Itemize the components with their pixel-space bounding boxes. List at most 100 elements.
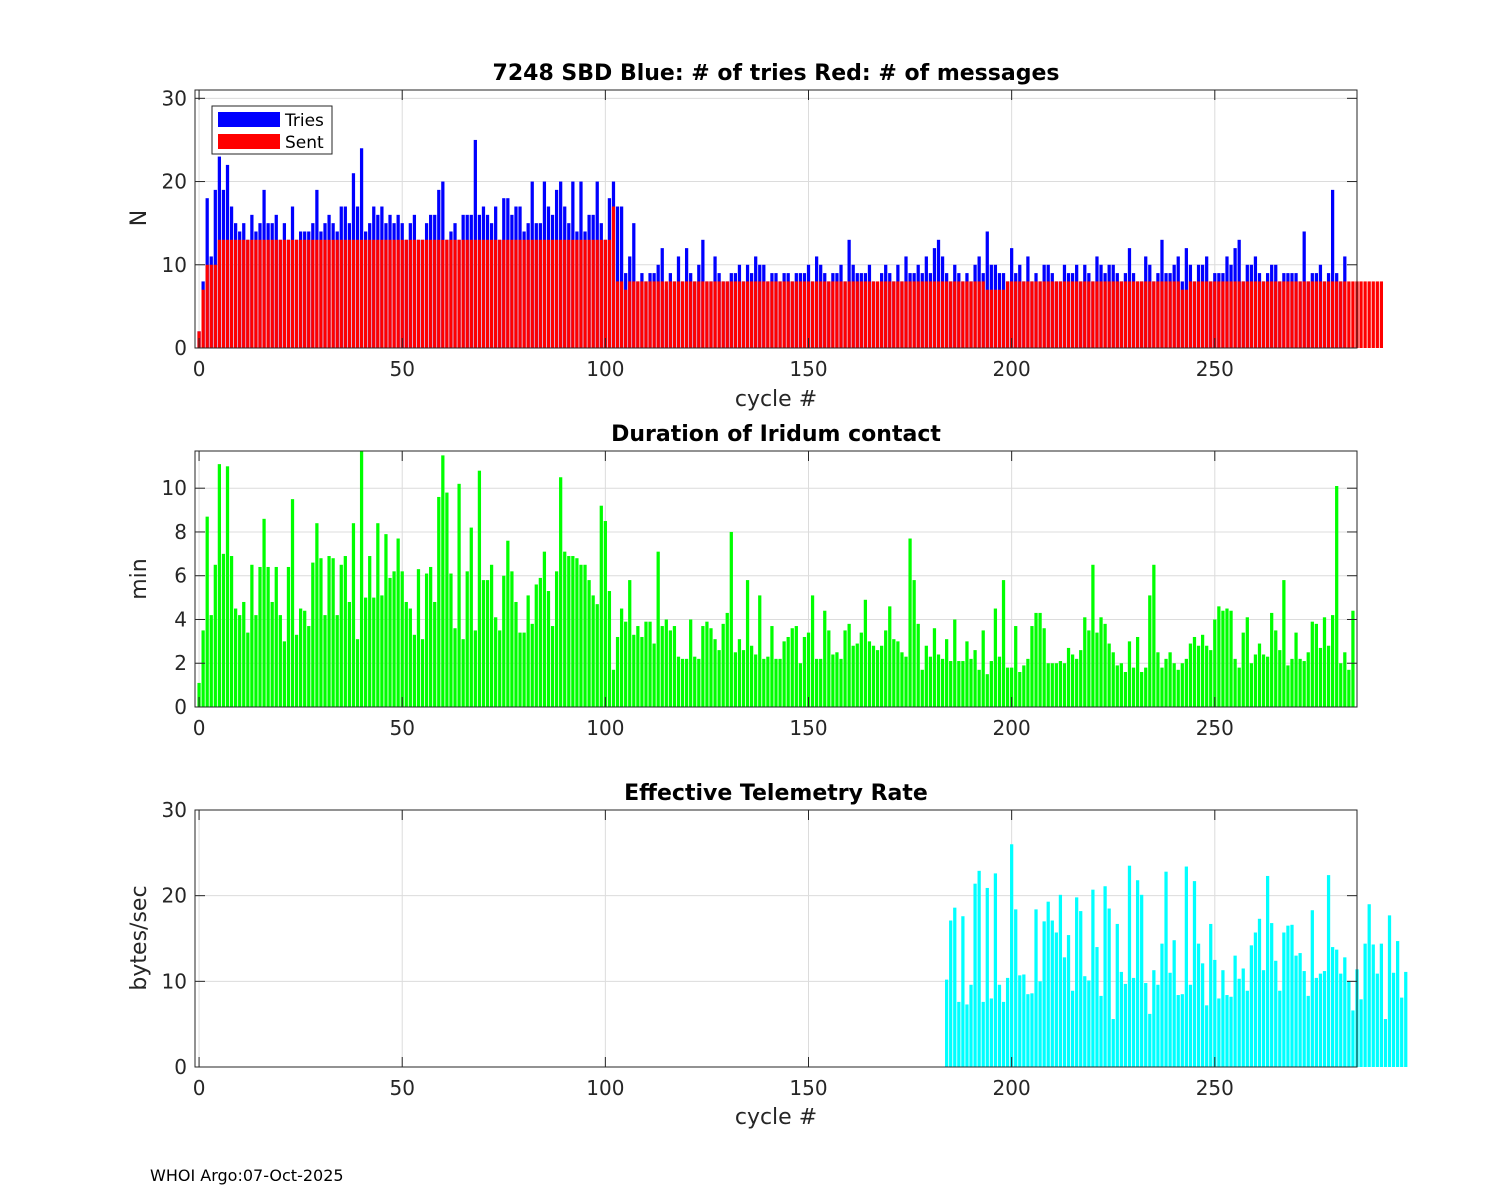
bar-sent (1351, 281, 1355, 348)
bar-sent (303, 239, 307, 348)
bar-sent (1050, 281, 1054, 348)
bar-duration (1148, 595, 1152, 707)
bar-sent (473, 239, 477, 348)
bar-sent (611, 206, 616, 348)
bar-sent (1144, 281, 1148, 348)
bar-sent (1270, 281, 1274, 348)
bar-rate (957, 1001, 961, 1067)
bar-sent (1221, 281, 1225, 348)
bar-duration (217, 464, 222, 707)
bar-sent (542, 239, 547, 348)
bar-sent (420, 239, 425, 348)
bar-sent (412, 239, 417, 348)
bar-sent (1172, 281, 1176, 348)
bar-duration (286, 566, 291, 707)
bar-sent (396, 239, 400, 348)
bar-rate (1343, 957, 1347, 1067)
bar-duration (676, 656, 681, 707)
bar-duration (538, 577, 542, 707)
bar-rate (1294, 955, 1298, 1067)
bar-duration (347, 601, 352, 707)
bar-sent (554, 239, 559, 348)
bar-duration (867, 641, 872, 707)
bar-duration (916, 623, 920, 707)
bar-sent (1302, 281, 1306, 348)
bar-duration (461, 639, 465, 707)
bar-sent (1014, 281, 1018, 348)
bar-duration (603, 521, 607, 707)
bar-duration (945, 639, 949, 707)
bar-rate (1087, 980, 1091, 1067)
bar-duration (668, 630, 672, 707)
bar-sent (806, 281, 811, 348)
bar-duration (595, 604, 599, 707)
x-tick-label: 100 (586, 716, 624, 740)
bar-duration (1298, 658, 1302, 707)
y-tick-label: 0 (174, 1055, 187, 1079)
y-tick-label: 8 (174, 520, 187, 544)
bar-sent (514, 239, 518, 348)
bar-duration (680, 658, 685, 707)
bar-duration (1196, 645, 1201, 707)
bar-sent (225, 239, 230, 348)
bar-sent (823, 281, 827, 348)
bar-rate (1339, 973, 1343, 1067)
bar-sent (429, 239, 433, 348)
bar-rate (1164, 871, 1168, 1067)
bar-sent (1306, 281, 1310, 348)
bar-duration (1225, 608, 1229, 707)
bar-duration (672, 626, 677, 707)
bar-duration (733, 652, 737, 707)
bar-sent (1091, 281, 1095, 348)
bar-duration (1213, 619, 1217, 707)
bar-duration (534, 584, 538, 707)
bar-duration (806, 632, 811, 707)
bar-rate (1225, 995, 1229, 1067)
bar-sent (1018, 281, 1022, 348)
bar-sent (400, 239, 404, 348)
bar-duration (502, 575, 506, 707)
bar-rate (1115, 923, 1119, 1067)
footer-credit: WHOI Argo:07-Oct-2025 (150, 1166, 344, 1185)
bar-sent (778, 281, 782, 348)
bar-rate (989, 998, 993, 1067)
bar-sent (1233, 281, 1237, 348)
bar-sent (1310, 281, 1314, 348)
bar-sent (888, 281, 892, 348)
bar-sent (1253, 281, 1258, 348)
bar-duration (323, 615, 327, 707)
bar-sent (916, 281, 920, 348)
bar-sent (376, 239, 380, 348)
bar-sent (262, 239, 266, 348)
bar-sent (286, 239, 291, 348)
bar-sent (1335, 281, 1339, 348)
bar-sent (323, 239, 327, 348)
chart-legend: Tries Sent (211, 105, 333, 155)
bar-duration (1030, 626, 1034, 707)
bar-duration (388, 577, 392, 707)
bar-sent (628, 281, 632, 348)
bar-sent (583, 239, 587, 348)
bar-sent (835, 281, 839, 348)
bar-rate (1205, 1005, 1209, 1067)
bar-duration (559, 477, 563, 707)
bar-duration (766, 656, 770, 707)
bar-sent (867, 281, 872, 348)
bar-sent (461, 239, 465, 348)
bar-sent (839, 281, 843, 348)
bar-duration (429, 566, 433, 707)
bar-sent (741, 281, 746, 348)
bar-rate (1396, 941, 1400, 1067)
bar-duration (819, 658, 823, 707)
bar-rate (1144, 983, 1148, 1067)
bar-duration (985, 674, 989, 707)
bar-rate (1237, 978, 1241, 1067)
bar-sent (953, 281, 957, 348)
bar-rate (1176, 995, 1180, 1067)
bar-sent (624, 289, 628, 348)
y-tick-label: 10 (162, 969, 187, 993)
bar-duration (542, 551, 547, 707)
bar-sent (234, 239, 238, 348)
bar-duration (875, 650, 880, 707)
bar-sent (1318, 281, 1323, 348)
